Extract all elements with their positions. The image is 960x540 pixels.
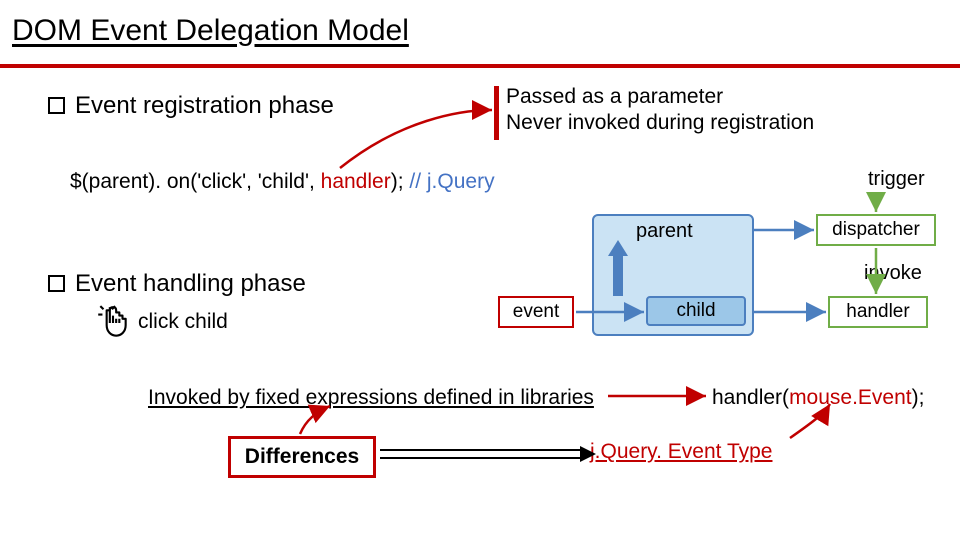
slide-title: DOM Event Delegation Model: [12, 14, 409, 48]
note-line2: Never invoked during registration: [506, 111, 814, 134]
label-invoke: invoke: [864, 262, 922, 285]
jquery-event-type: j.Query. Event Type: [590, 440, 772, 464]
bullet-handling: Event handling phase: [48, 270, 306, 298]
code-line: $(parent). on('click', 'child', handler)…: [70, 170, 495, 194]
handler-call: handler(mouse.Event);: [712, 386, 924, 410]
bullet-registration-text: Event registration phase: [75, 92, 334, 119]
pointer-icon: [96, 304, 130, 342]
note-line1: Passed as a parameter: [506, 85, 723, 108]
handler-box: handler: [828, 296, 928, 328]
child-box: child: [646, 296, 746, 326]
click-child-label: click child: [138, 310, 228, 334]
title-rule: [0, 64, 960, 68]
label-trigger: trigger: [868, 168, 925, 191]
bullet-handling-text: Event handling phase: [75, 270, 306, 297]
invoked-line: Invoked by fixed expressions defined in …: [148, 386, 594, 410]
dispatcher-box: dispatcher: [816, 214, 936, 246]
note-bar: [494, 86, 499, 140]
handler-call-pre: handler(: [712, 386, 789, 409]
handler-call-post: );: [912, 386, 925, 409]
event-box: event: [498, 296, 574, 328]
label-parent: parent: [636, 220, 693, 243]
note-text: Passed as a parameter Never invoked duri…: [506, 84, 814, 137]
bullet-square-icon: [48, 97, 65, 114]
code-suffix: );: [391, 170, 410, 193]
code-handler: handler: [321, 170, 391, 193]
bullet-registration: Event registration phase: [48, 92, 334, 120]
bullet-square-icon: [48, 275, 65, 292]
code-comment: // j.Query: [409, 170, 494, 193]
handler-call-arg: mouse.Event: [789, 386, 912, 409]
differences-box: Differences: [228, 436, 376, 478]
code-prefix: $(parent). on('click', 'child',: [70, 170, 321, 193]
